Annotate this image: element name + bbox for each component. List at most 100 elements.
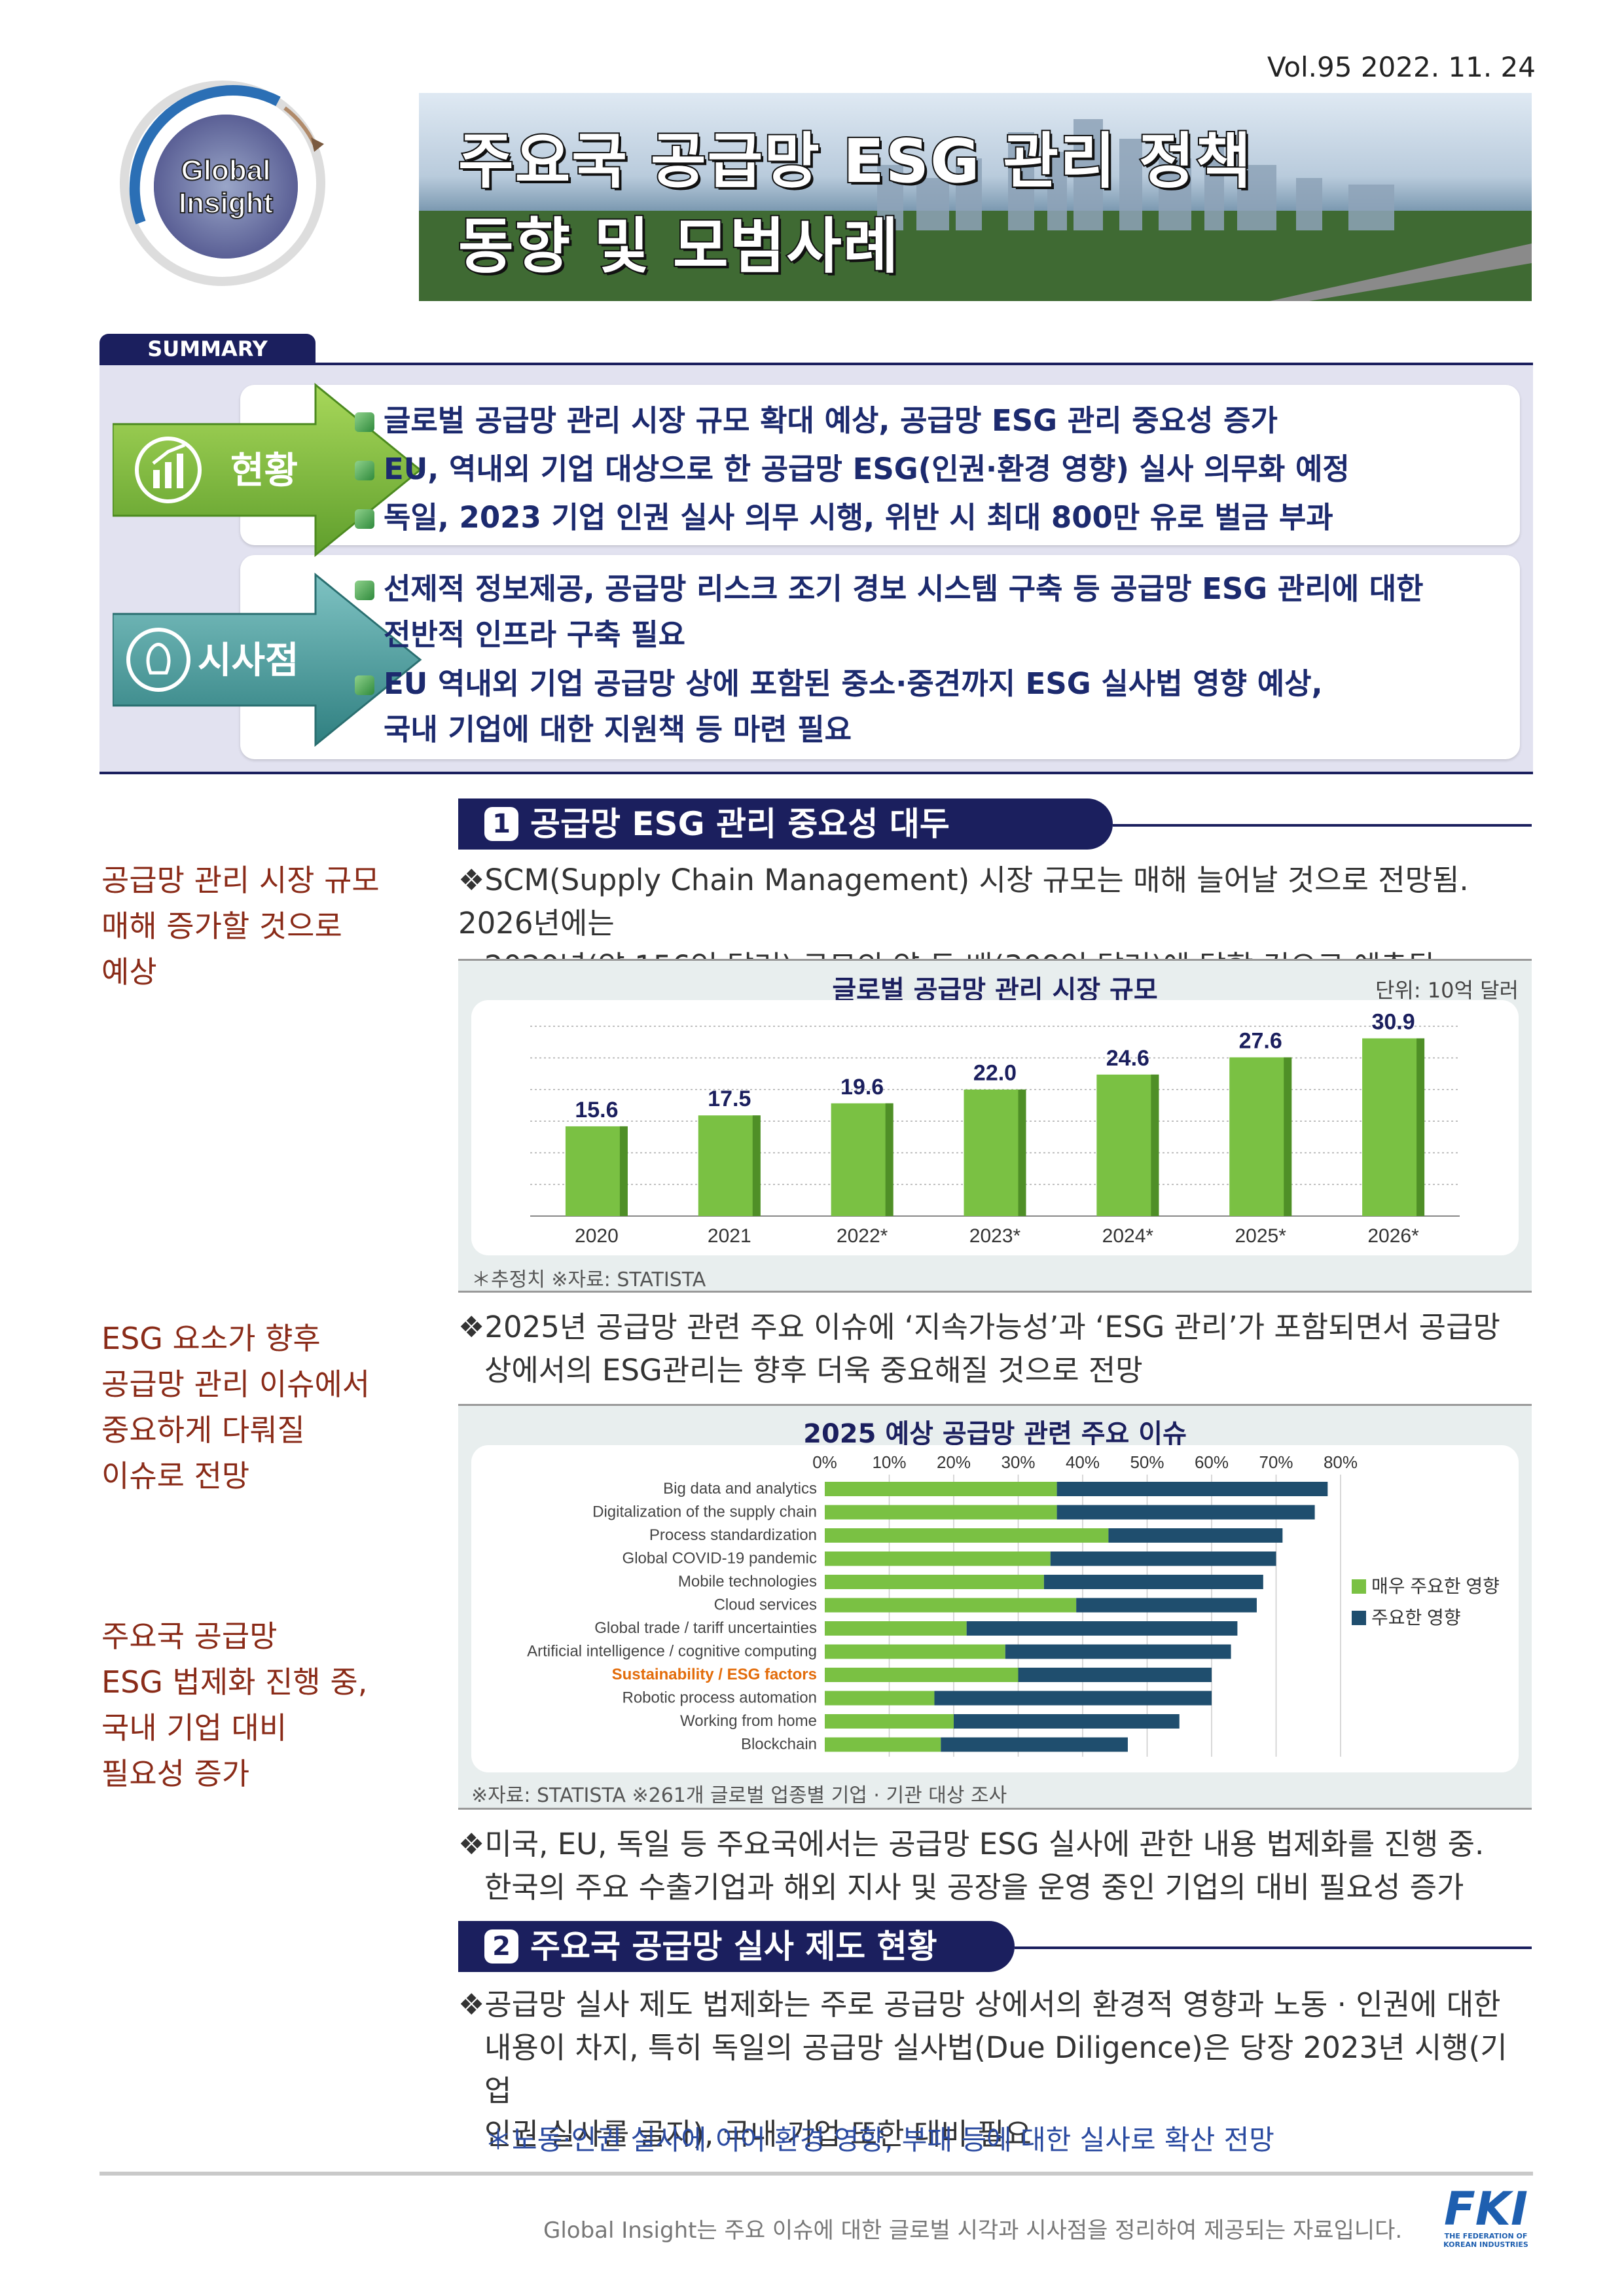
side-note-1: 공급망 관리 시장 규모 매해 증가할 것으로 예상 [101, 863, 380, 990]
footer-text: Global Insight는 주요 이슈에 대한 글로벌 시각과 시사점을 정… [543, 2217, 1403, 2244]
tick-label: 2021 [708, 1225, 751, 1247]
bar-segment [1005, 1644, 1231, 1659]
bar-segment [825, 1528, 1109, 1543]
implication-item-2-cont: 국내 기업에 대한 지원책 등 마련 필요 [384, 712, 852, 747]
category-label: Big data and analytics [663, 1480, 817, 1498]
tick-label: 60% [1195, 1452, 1229, 1472]
category-label: Process standardization [649, 1526, 817, 1544]
chart-unit: 단위: 10억 달러 [1375, 978, 1519, 1003]
side-note-2: ESG 요소가 향후 공급망 관리 이슈에서 중요하게 다뤄질 이슈로 전망 [101, 1321, 370, 1494]
bullet-icon [355, 509, 374, 529]
summary-tab: SUMMARY [99, 334, 316, 364]
section-number: 1 [484, 807, 518, 841]
chart-plot-area: 15.6 2020 17.5 2021 19.6 2022* 22.0 2023* 24.6 20… [471, 1000, 1519, 1255]
tick-label: 50% [1130, 1452, 1164, 1472]
category-label: Working from home [680, 1712, 817, 1730]
chart-title: 2025 예상 공급망 관련 주요 이슈 [803, 1419, 1187, 1449]
bar-segment [1076, 1598, 1257, 1613]
bar-segment [1056, 1505, 1315, 1520]
bar-shade [1284, 1057, 1292, 1216]
section-1-paragraph-2: ❖2025년 공급망 관련 주요 이슈에 ‘지속가능성’과 ‘ESG 관리’가 … [458, 1310, 1500, 1388]
bar [1096, 1074, 1159, 1216]
category-label: Blockchain [741, 1736, 817, 1753]
bar-segment [825, 1551, 1051, 1566]
tick-label: 10% [872, 1452, 906, 1472]
tick-label: 2024* [1102, 1225, 1154, 1247]
category-label: Robotic process automation [623, 1689, 818, 1707]
bar [698, 1115, 761, 1216]
tick-label: 2022* [837, 1225, 888, 1247]
bar-segment [825, 1621, 967, 1636]
implication-label: 시사점 [198, 639, 299, 681]
category-label: Cloud services [714, 1596, 817, 1614]
bullet-icon [355, 412, 374, 432]
implication-item-1-cont: 전반적 인프라 구축 필요 [384, 617, 686, 652]
status-arrow: 현황 [113, 382, 422, 558]
section-2-rule [1015, 1946, 1532, 1949]
section-2-note: ＊노동·인권 실사에 이어 환경 영향, 부패 등에 대한 실사로 확산 전망 [484, 2124, 1274, 2156]
implication-arrow: 시사점 [113, 572, 422, 747]
bar-segment [825, 1644, 1005, 1659]
section-2-paragraph-1: ❖공급망 실사 제도 법제화는 주로 공급망 상에서의 환경적 영향과 노동 ·… [458, 1987, 1507, 2151]
chart-source: ＊추정치 ※자료: STATISTA [471, 1268, 706, 1291]
tick-label: 2023* [969, 1225, 1021, 1247]
bar-segment [1043, 1575, 1263, 1589]
bar-segment [825, 1737, 941, 1752]
tick-label: 70% [1259, 1452, 1293, 1472]
status-item-3: 독일, 2023 기업 인권 실사 의무 시행, 위반 시 최대 800만 유로… [355, 493, 1333, 536]
tick-label: 80% [1324, 1452, 1358, 1472]
legend-label: 주요한 영향 [1371, 1607, 1461, 1628]
category-label: Global COVID-19 pandemic [623, 1550, 817, 1568]
legend-swatch [1352, 1579, 1366, 1594]
summary-divider [99, 363, 1533, 365]
summary-box: 현황 시사점 글로벌 공급망 관리 시장 규모 확대 예상, 공급망 ESG 관… [99, 365, 1533, 774]
bar-segment [934, 1691, 1212, 1706]
supply-chain-issues-chart: 2025 예상 공급망 관련 주요 이슈 0% 10% 20% 30% 40% 50% 60… [458, 1404, 1532, 1810]
category-label: Mobile technologies [678, 1573, 817, 1590]
section-1-paragraph-3: ❖미국, EU, 독일 등 주요국에서는 공급망 ESG 실사에 관한 내용 법… [458, 1827, 1485, 1905]
bar [1229, 1057, 1292, 1216]
logo-line1: Global [181, 154, 271, 187]
data-label: 30.9 [1371, 1009, 1415, 1034]
tick-label: 30% [1001, 1452, 1035, 1472]
tick-label: 2025* [1235, 1225, 1287, 1247]
status-card [240, 385, 1520, 545]
issue-date: Vol.95 2022. 11. 24 [1267, 51, 1536, 83]
section-number: 2 [484, 1929, 518, 1964]
global-insight-logo: Global Insight [115, 72, 337, 295]
tick-label: 20% [937, 1452, 971, 1472]
chart-plot-area: 0% 10% 20% 30% 40% 50% 60% 70% 80% Big data and a… [471, 1445, 1519, 1772]
market-size-chart: 글로벌 공급망 관리 시장 규모 단위: 10억 달러 15.6 2020 17.5… [458, 959, 1532, 1293]
bar-segment [966, 1621, 1238, 1636]
bullet-icon [355, 675, 374, 695]
chart-source: ※자료: STATISTA ※261개 글로벌 업종별 기업 · 기관 대상 조… [471, 1784, 1007, 1807]
bar-segment [825, 1598, 1077, 1613]
bar-shade [752, 1115, 761, 1216]
bar-shade [1416, 1038, 1425, 1216]
category-label: Sustainability / ESG factors [612, 1666, 817, 1683]
section-2-heading: 2 주요국 공급망 실사 제도 현황 [458, 1921, 1015, 1972]
category-label: Digitalization of the supply chain [592, 1503, 817, 1521]
side-note-3: 주요국 공급망 ESG 법제화 진행 중, 국내 기업 대비 필요성 증가 [101, 1619, 368, 1791]
bar-shade [1018, 1089, 1026, 1216]
section-1-rule [1113, 824, 1532, 827]
data-label: 15.6 [575, 1098, 618, 1122]
bar-segment [1056, 1482, 1328, 1496]
bar [964, 1089, 1026, 1216]
bar-segment [825, 1575, 1044, 1589]
status-label: 현황 [230, 450, 298, 491]
tick-label: 0% [812, 1452, 837, 1472]
bar-segment [1050, 1551, 1276, 1566]
data-label: 22.0 [973, 1061, 1017, 1086]
bar-segment [825, 1505, 1057, 1520]
data-label: 19.6 [840, 1075, 884, 1100]
status-item-1: 글로벌 공급망 관리 시장 규모 확대 예상, 공급망 ESG 관리 중요성 증… [355, 397, 1278, 439]
footer-divider [99, 2172, 1533, 2176]
section-title: 주요국 공급망 실사 제도 현황 [530, 1928, 937, 1965]
bar-segment [825, 1668, 1019, 1682]
implication-item-2: EU 역내외 기업 공급망 상에 포함된 중소·중견까지 ESG 실사법 영향 … [355, 660, 1323, 702]
bullet-icon [355, 461, 374, 480]
section-1-heading: 1 공급망 ESG 관리 중요성 대두 [458, 798, 1113, 850]
data-label: 17.5 [708, 1086, 751, 1111]
bar-segment [825, 1691, 935, 1706]
